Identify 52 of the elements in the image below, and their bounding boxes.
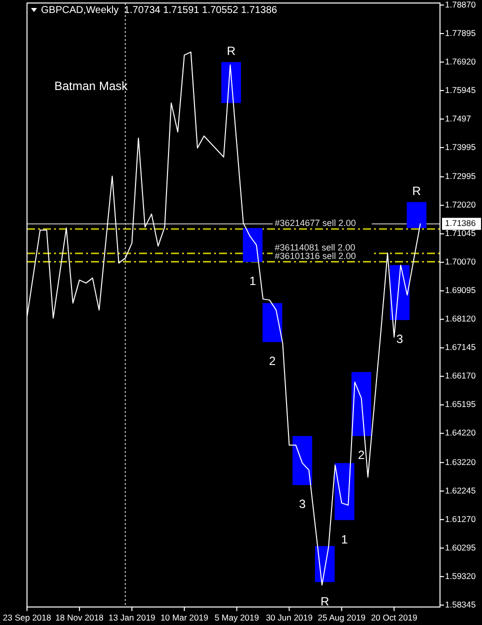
y-tick-label: 1.69095	[445, 285, 476, 296]
y-tick-label: 1.64220	[445, 428, 476, 438]
annotation: 1	[249, 274, 256, 288]
bar	[221, 62, 241, 104]
y-tick-label: 1.70070	[445, 256, 476, 267]
chart-title: GBPCAD,Weekly 1.70734 1.71591 1.70552 1.71386	[41, 5, 278, 16]
x-tick-label: 18 Nov 2018	[55, 612, 104, 622]
x-tick-label: 25 Aug 2019	[318, 612, 366, 622]
annotation: Batman Mask	[54, 79, 129, 94]
bar	[334, 463, 354, 520]
y-tick-label: 1.65195	[445, 399, 476, 410]
y-tick-label: 1.68120	[445, 314, 476, 324]
annotation: 2	[269, 354, 276, 368]
y-tick-label: 1.58345	[445, 599, 476, 610]
y-tick-label: 1.75945	[445, 84, 476, 95]
annotation: 2	[358, 448, 365, 462]
x-tick-label: 5 May 2019	[214, 612, 260, 622]
y-tick-label: 1.73995	[445, 142, 476, 152]
annotation: 1	[341, 532, 348, 546]
ref-line-label: #36214677 sell 2.00	[274, 218, 356, 228]
y-tick-label: 1.63220	[445, 456, 476, 467]
y-tick-label: 1.76920	[445, 56, 476, 66]
bar	[262, 303, 282, 342]
annotation: R	[320, 594, 330, 608]
y-tick-label: 1.72995	[445, 171, 476, 182]
y-tick-label: 1.61270	[445, 514, 476, 524]
annotation: R	[226, 44, 236, 58]
y-tick-label: 1.72020	[445, 200, 476, 210]
x-tick-label: 10 Mar 2019	[160, 612, 208, 622]
y-tick-label: 1.77895	[445, 28, 476, 38]
y-tick-label: 1.67145	[445, 342, 476, 352]
y-tick-label: 1.7497	[445, 113, 472, 124]
bar	[406, 202, 426, 228]
bar	[292, 436, 312, 486]
x-tick-label: 20 Oct 2019	[370, 612, 418, 622]
y-tick-label: 1.59320	[445, 570, 476, 581]
y-tick-label: 1.66170	[445, 370, 476, 381]
ref-line-label: 1.71386	[445, 218, 476, 228]
ref-line-label: #36114081 sell 2.00	[274, 242, 356, 252]
annotation: 3	[396, 332, 404, 346]
y-tick-label: 1.78870	[445, 0, 476, 10]
y-tick-label: 1.71045	[445, 228, 476, 238]
annotation: R	[412, 184, 422, 198]
x-tick-label: 23 Sep 2018	[2, 612, 52, 622]
y-tick-label: 1.60295	[445, 542, 476, 552]
x-tick-label: 13 Jan 2019	[108, 612, 156, 622]
ref-line-label: #36101316 sell 2.00	[274, 250, 356, 261]
x-tick-label: 30 Jun 2019	[266, 612, 313, 622]
bar	[352, 372, 372, 436]
annotation: 3	[298, 497, 306, 512]
bar	[242, 228, 263, 262]
y-tick-label: 1.62245	[445, 485, 476, 496]
